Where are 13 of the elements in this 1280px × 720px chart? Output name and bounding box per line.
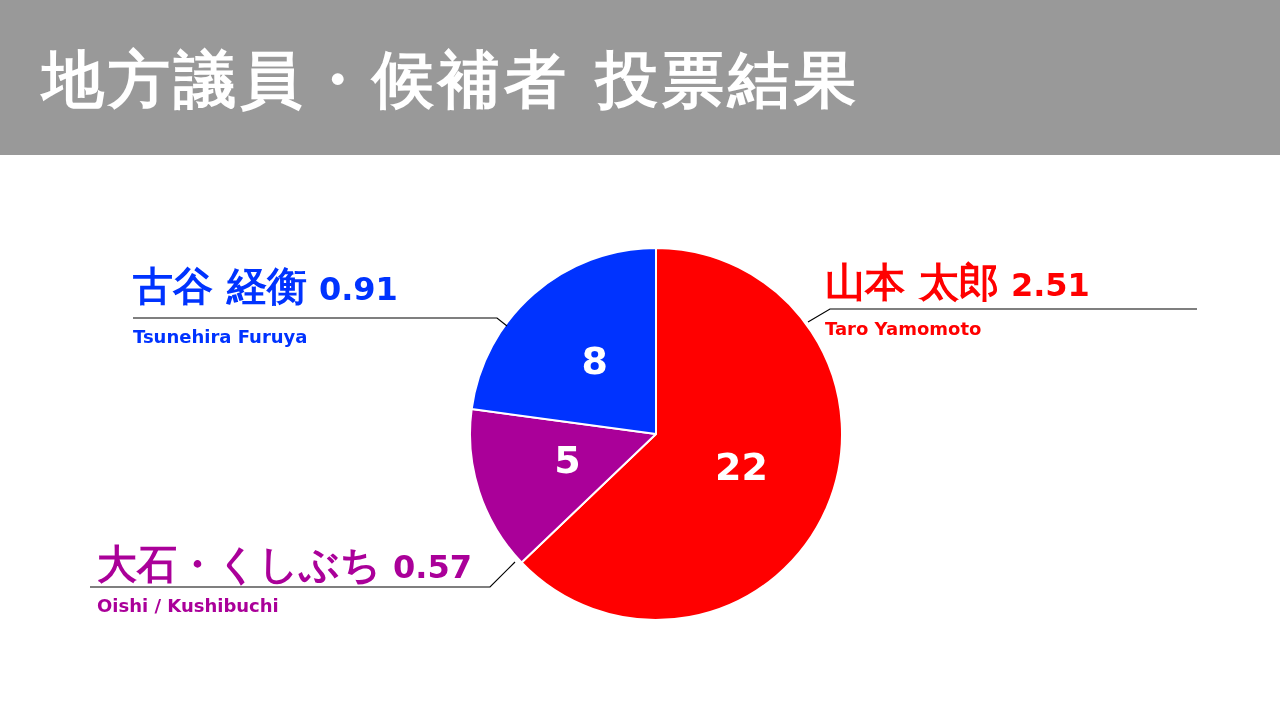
- data-label: 5: [554, 437, 581, 482]
- data-label: 8: [581, 338, 609, 383]
- text: 0.57: [393, 548, 472, 586]
- slice-label: 大石・くしぶち: [97, 541, 381, 587]
- data-label: 22: [715, 445, 768, 490]
- slice-label: 古谷 経衡: [132, 263, 307, 309]
- text: Taro Yamomoto: [825, 318, 982, 339]
- text: Oishi / Kushibuchi: [97, 595, 279, 616]
- slice-label: 山本 太郎: [825, 259, 999, 305]
- text: 2.51: [1010, 266, 1090, 304]
- chart-title: 地方議員・候補者 投票結果: [42, 42, 860, 118]
- text: Tsunehira Furuya: [133, 326, 308, 347]
- text: 0.91: [318, 270, 398, 308]
